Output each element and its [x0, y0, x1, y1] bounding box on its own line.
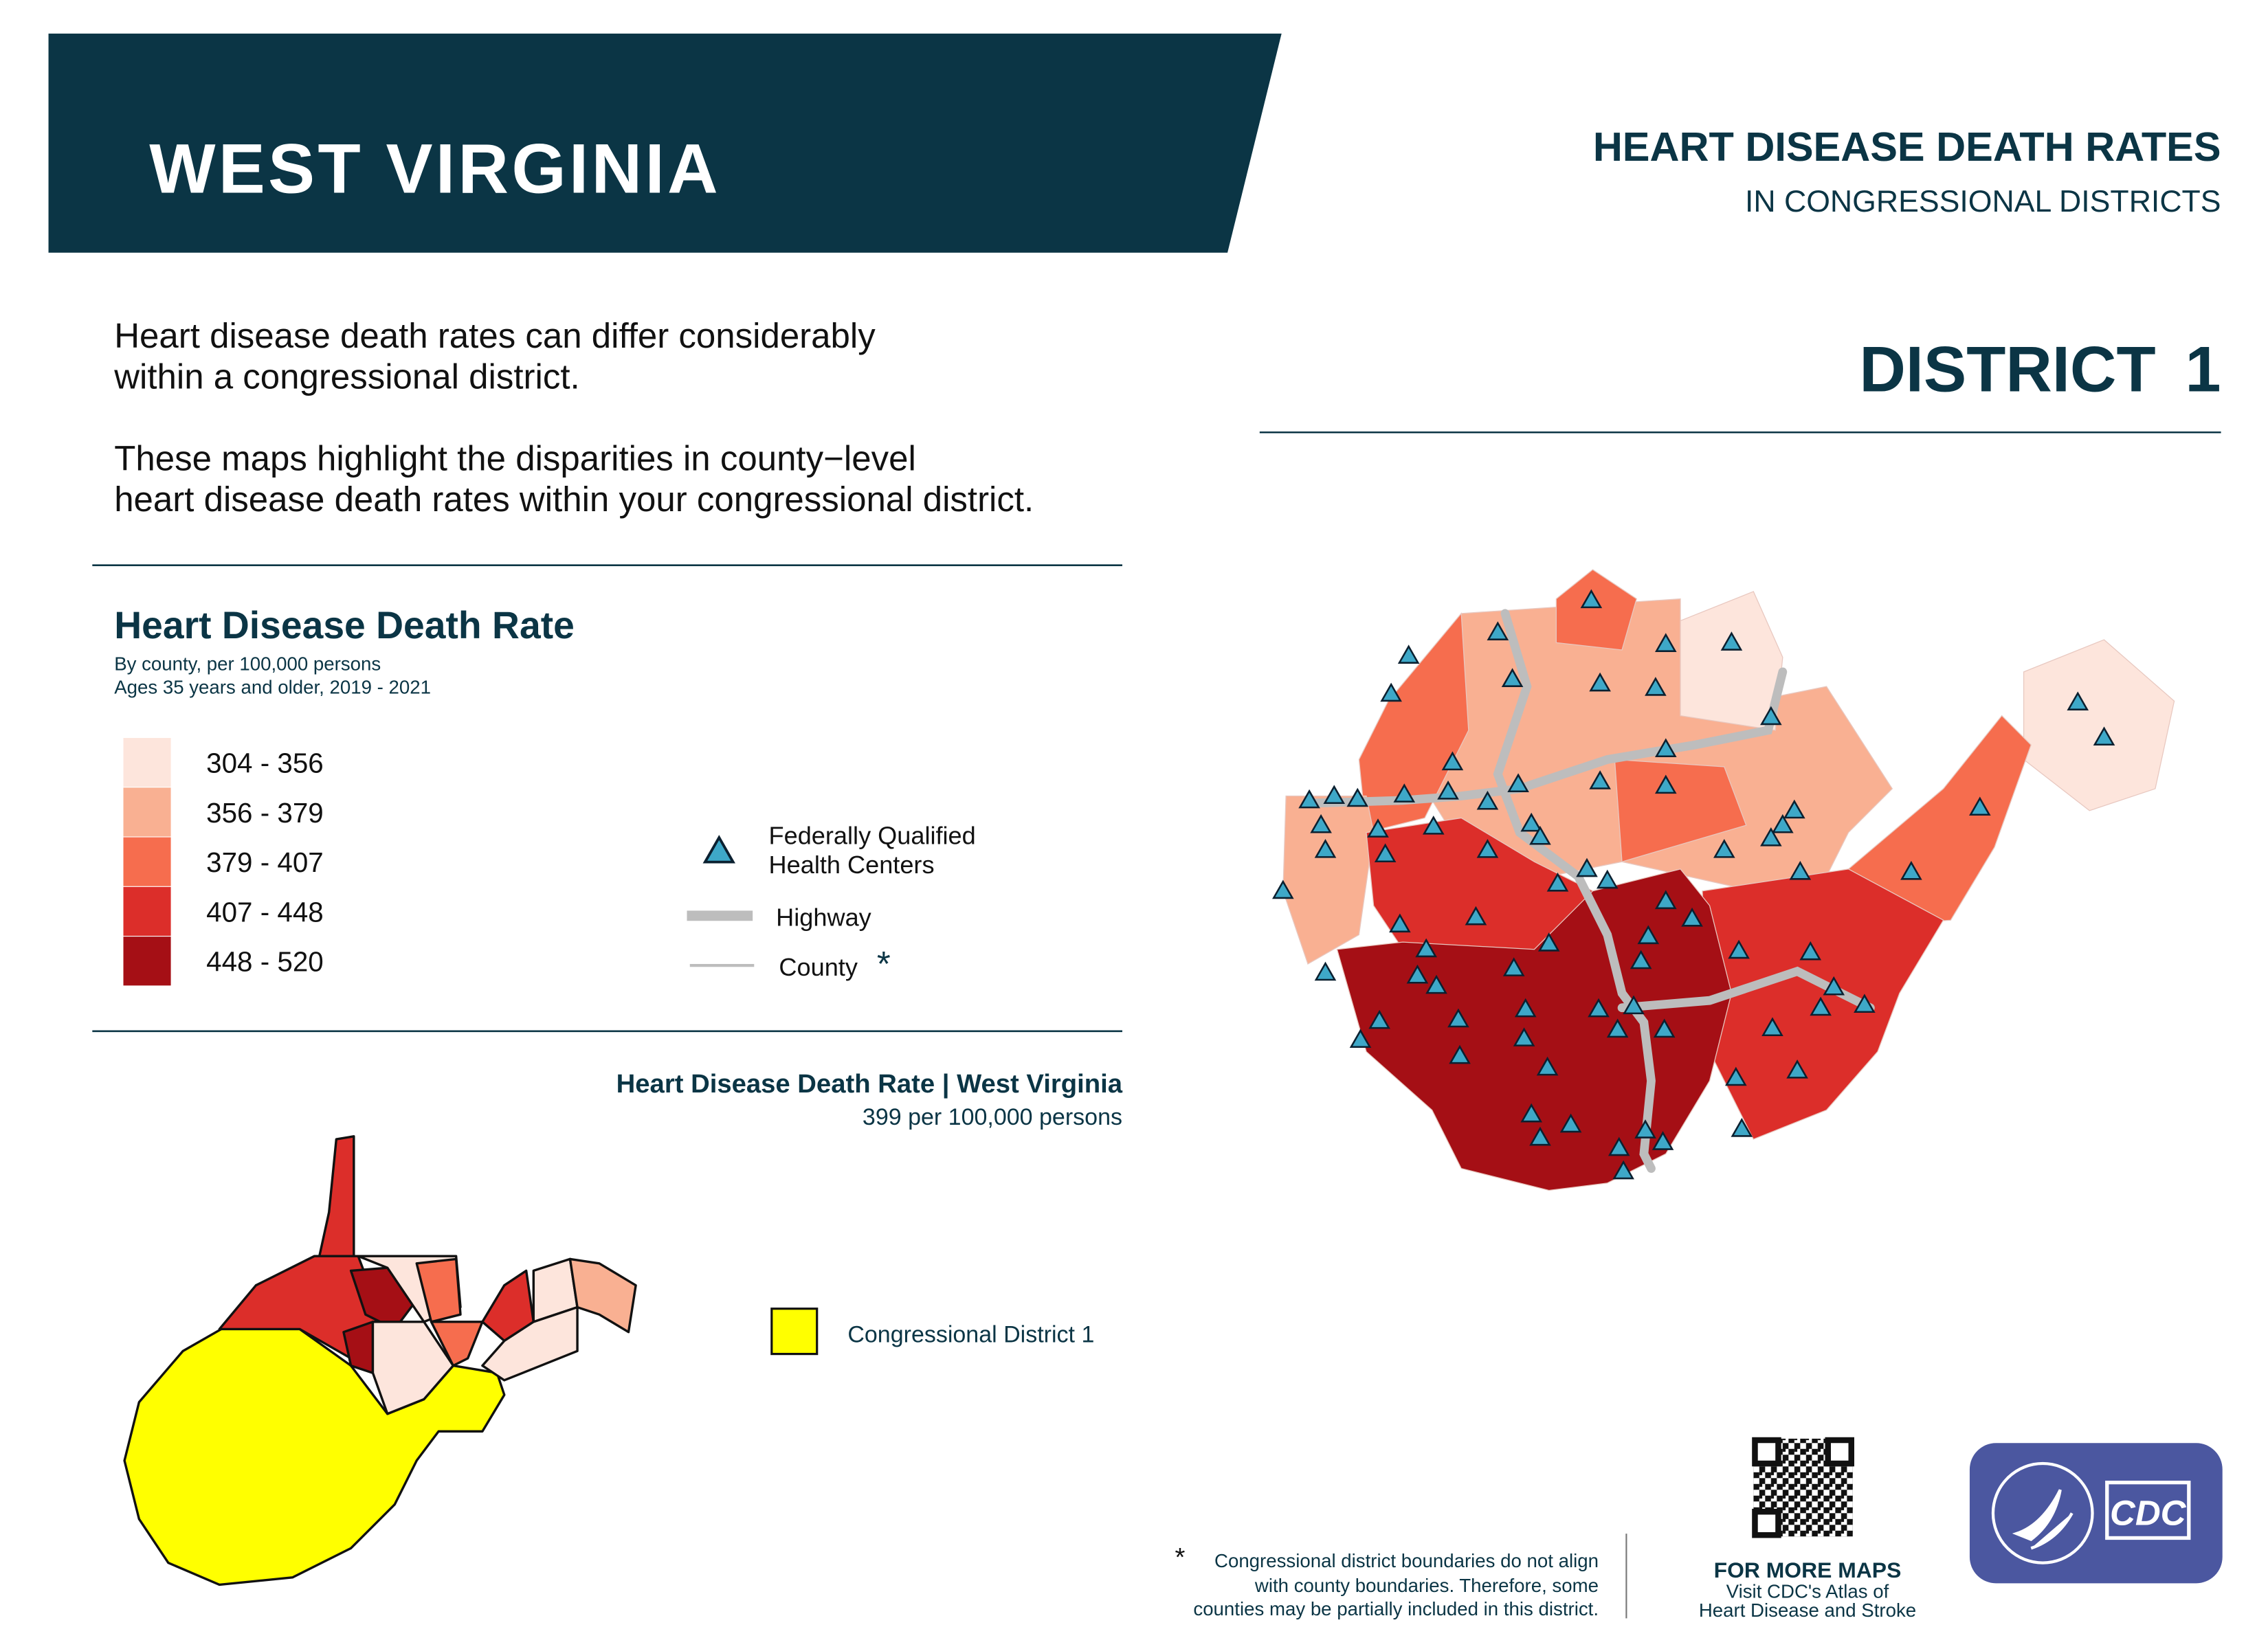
- more-maps-title: FOR MORE MAPS: [1714, 1558, 1902, 1582]
- district-map: [1282, 569, 2175, 1191]
- footnote-line: with county boundaries. Therefore, some: [1254, 1575, 1599, 1596]
- health-center: [1597, 870, 1618, 889]
- hhs-eagle: [2012, 1489, 2074, 1550]
- state-inset-map: [123, 1135, 637, 1586]
- qr-finder: [1752, 1437, 1781, 1467]
- county-area: [481, 1269, 535, 1343]
- legend-swatch: [122, 936, 172, 987]
- qr-code: [1752, 1437, 1855, 1538]
- intro-line: Heart disease death rates can differ con…: [114, 316, 876, 355]
- county-area: [1555, 569, 1638, 651]
- county-area: [568, 1257, 637, 1334]
- legend-label: Health Centers: [769, 851, 935, 879]
- cdc-text: CDC: [2110, 1493, 2187, 1532]
- hhs-seal: [1991, 1461, 2094, 1564]
- county-area: [371, 1321, 455, 1415]
- legend-classes: 304 - 356 356 - 379 379 - 407 407 - 448 448 …: [122, 737, 324, 987]
- county-area: [1680, 591, 1783, 731]
- legend-label: County: [779, 953, 857, 981]
- county-area: [1282, 795, 1375, 965]
- highway: [1617, 966, 1875, 1013]
- health-center: [1398, 645, 1419, 664]
- district-title: DISTRICT 1: [1859, 333, 2221, 405]
- footnote-mark: *: [1175, 1543, 1186, 1572]
- state-name: WEST VIRGINIA: [149, 130, 721, 208]
- legend-label: Highway: [776, 904, 871, 932]
- legend-note-mark: *: [877, 944, 891, 983]
- legend-title: Heart Disease Death Rate: [114, 604, 575, 647]
- legend-class-label: 407 - 448: [206, 896, 324, 928]
- county-area: [415, 1257, 462, 1323]
- footnote-line: Congressional district boundaries do not…: [1214, 1550, 1599, 1571]
- legend-class-label: 379 - 407: [206, 846, 324, 878]
- county-area: [1614, 759, 1747, 863]
- inset-legend-label: Congressional District 1: [847, 1322, 1094, 1348]
- more-maps-line: Visit CDC's Atlas of: [1726, 1581, 1889, 1602]
- footnote-line: counties may be partially included in th…: [1193, 1598, 1599, 1619]
- intro-line: These maps highlight the disparities in …: [114, 438, 916, 478]
- qr-finder: [1752, 1508, 1781, 1538]
- page-title: HEART DISEASE DEATH RATES: [1593, 124, 2221, 170]
- cdc-logo[interactable]: CDC: [1969, 1443, 2223, 1584]
- health-center: [1324, 785, 1345, 805]
- qr-finder: [1825, 1437, 1855, 1467]
- legend-class-label: 448 - 520: [206, 946, 324, 978]
- legend-class-label: 304 - 356: [206, 748, 324, 779]
- county-area: [430, 1321, 484, 1367]
- county-area: [318, 1135, 355, 1261]
- summary-title: Heart Disease Death Rate | West Virginia: [616, 1069, 1123, 1099]
- legend-swatch: [122, 886, 172, 937]
- legend-class-label: 356 - 379: [206, 797, 324, 829]
- county-area: [1336, 868, 1733, 1191]
- page-subtitle: IN CONGRESSIONAL DISTRICTS: [1745, 185, 2221, 218]
- county-area: [481, 1305, 579, 1382]
- more-maps-line: Heart Disease and Stroke: [1699, 1600, 1916, 1621]
- county-area: [1358, 612, 1469, 833]
- cdc-box: [2105, 1481, 2191, 1540]
- intro: Heart disease death rates can differ con…: [113, 316, 1034, 519]
- header-banner: [48, 33, 1282, 253]
- county-area: [2023, 639, 2175, 811]
- inset-legend-swatch: [770, 1308, 819, 1356]
- legend-subtitle: Ages 35 years and older, 2019 - 2021: [114, 677, 431, 698]
- legend-label: Federally Qualified: [769, 822, 976, 850]
- summary-value: 399 per 100,000 persons: [863, 1104, 1122, 1130]
- health-center: [1315, 962, 1336, 981]
- legend-swatch: [122, 836, 172, 887]
- legend-swatch: [122, 787, 172, 838]
- legend-triangle: [703, 836, 735, 864]
- intro-line: within a congressional district.: [113, 357, 579, 396]
- intro-line: heart disease death rates within your co…: [114, 480, 1034, 519]
- legend-swatch: [122, 737, 172, 788]
- legend-subtitle: By county, per 100,000 persons: [114, 653, 381, 675]
- highway: [1493, 609, 1656, 1173]
